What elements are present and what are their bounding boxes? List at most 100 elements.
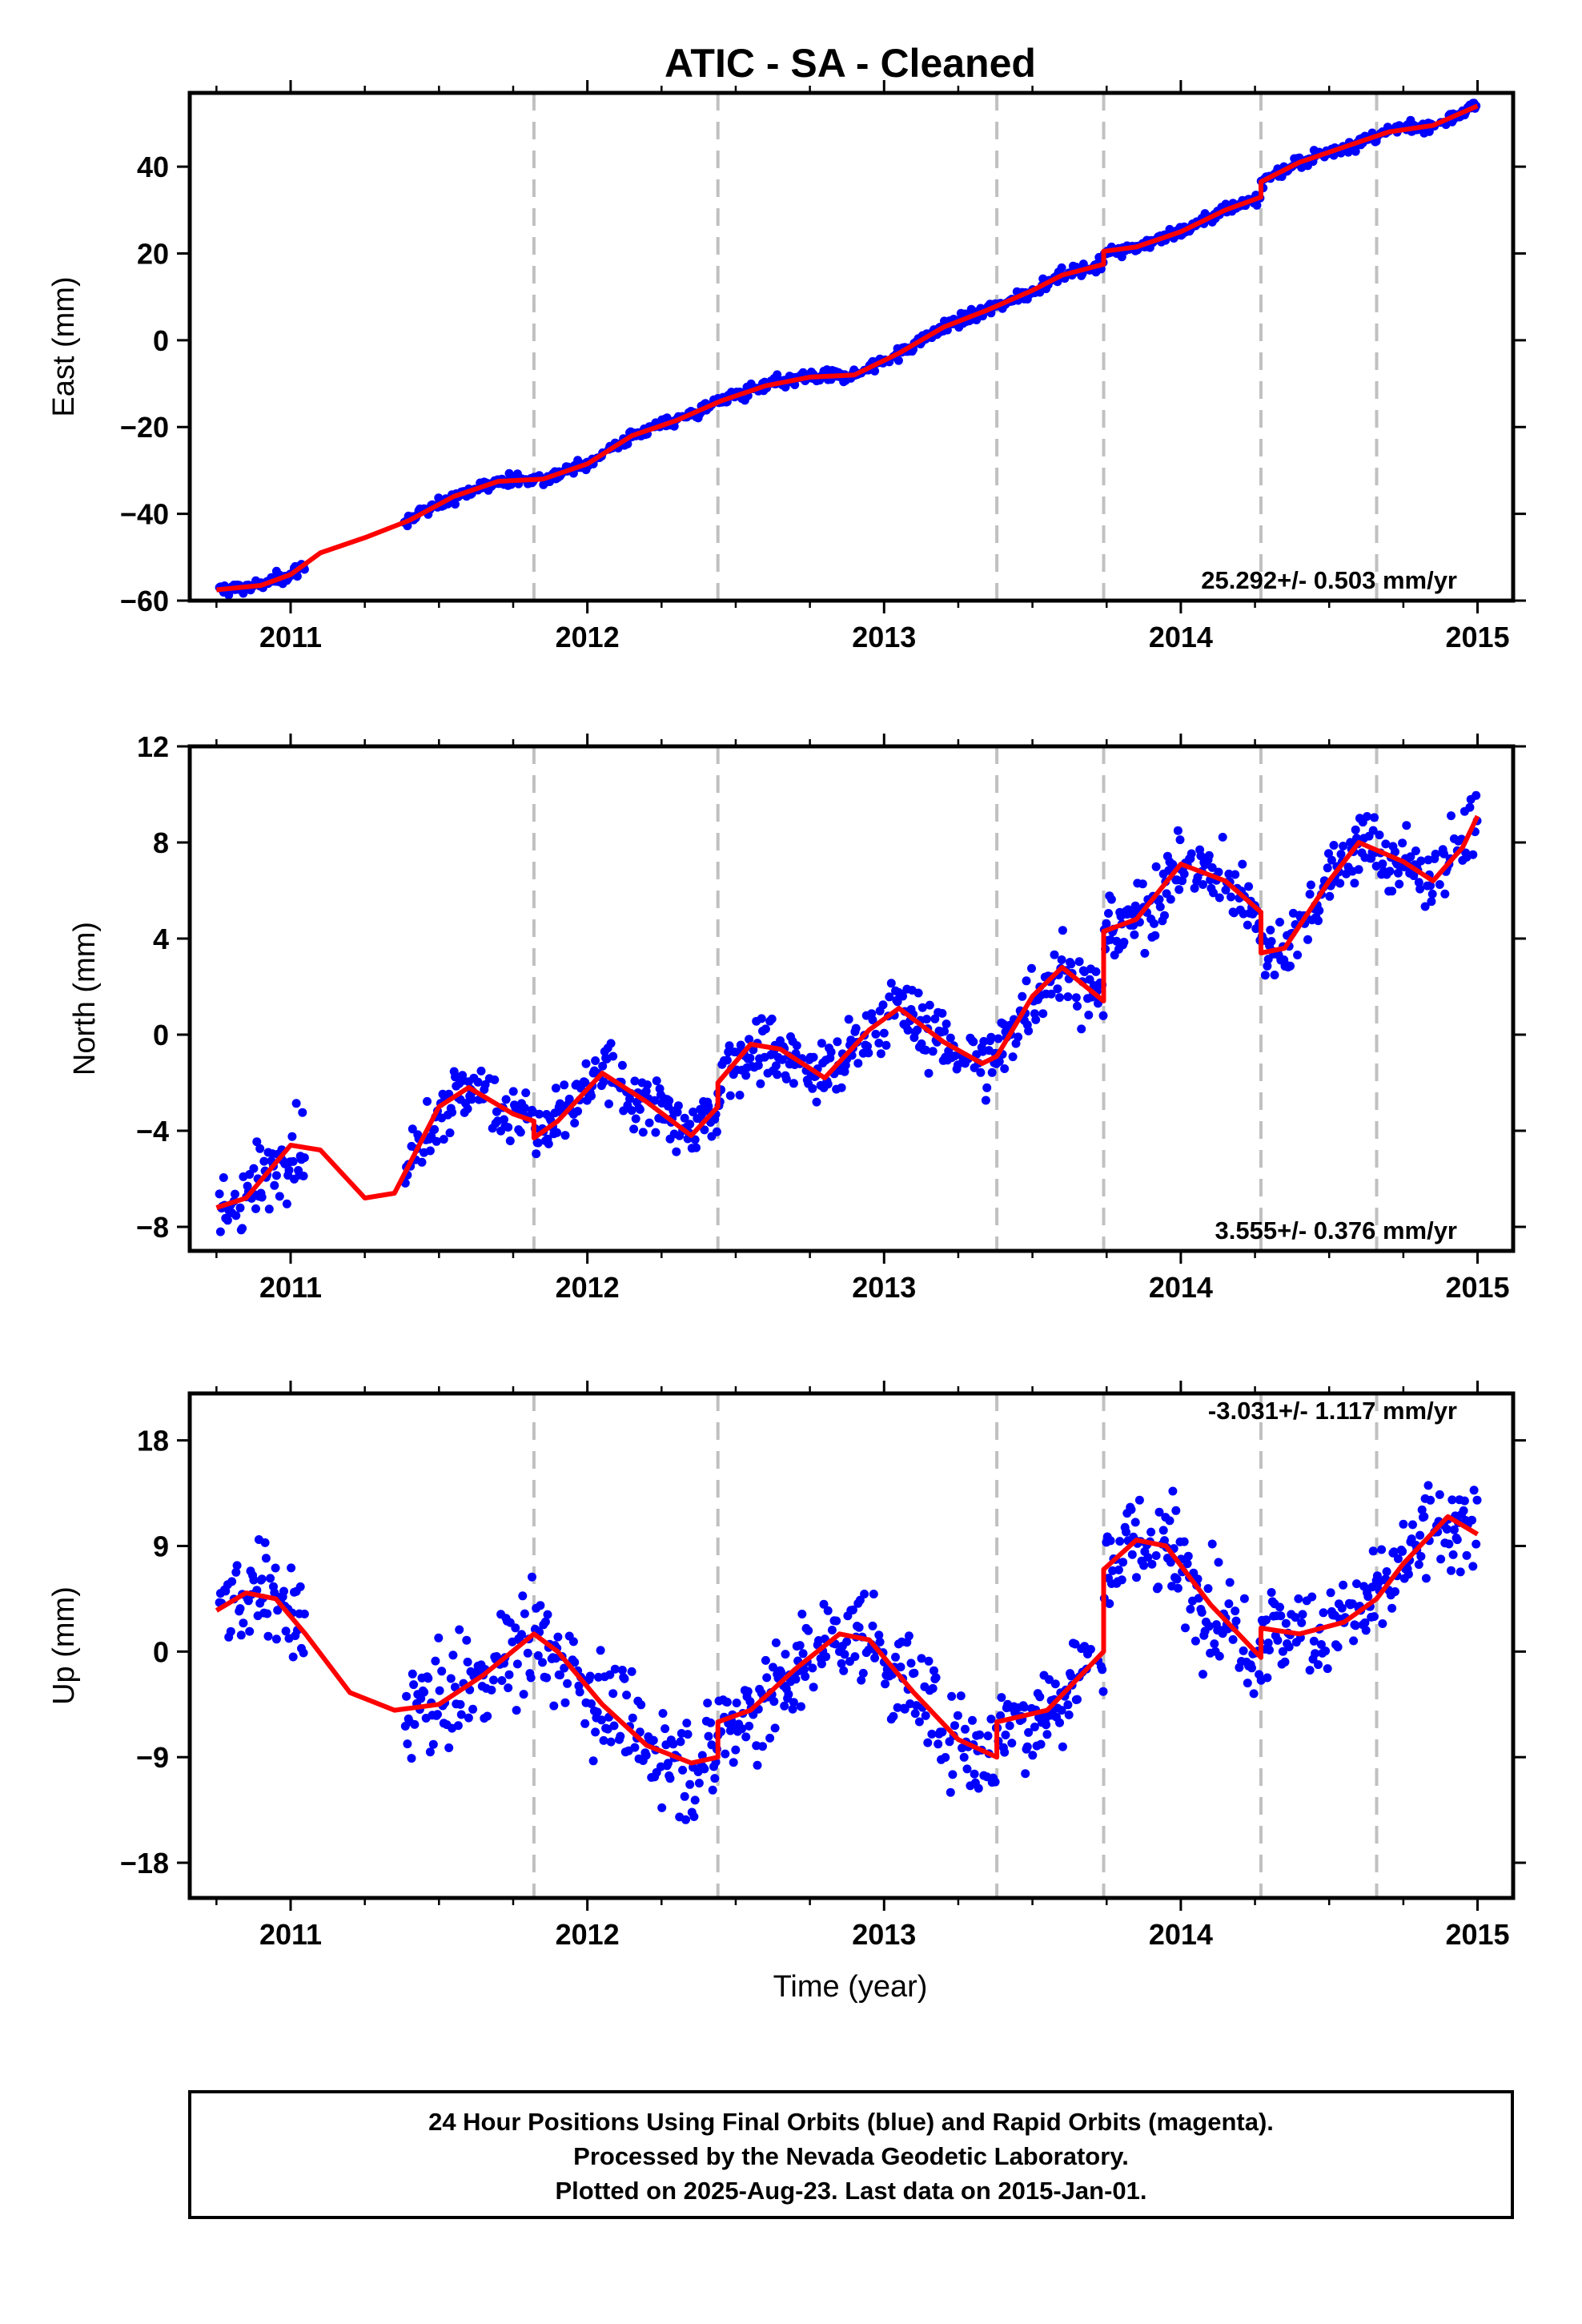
data-point [1372,1571,1382,1581]
data-point [1385,866,1395,876]
data-point [1468,1562,1478,1571]
data-point [1086,1645,1095,1654]
data-point [1146,1527,1156,1537]
data-point [264,1204,274,1214]
data-point [410,1719,420,1729]
data-point [1368,1546,1378,1556]
data-point [249,1575,259,1585]
data-point [1427,889,1437,899]
data-point [927,1729,937,1739]
data-point [869,1590,878,1598]
data-point [1336,850,1346,859]
y-tick-label: 0 [153,1019,169,1051]
data-point [1472,1495,1482,1505]
y-tick-label: 40 [137,151,169,183]
data-point [1421,1574,1431,1583]
data-point [420,1687,429,1697]
data-point [1427,897,1436,907]
data-point [665,1774,675,1783]
data-point [1360,1618,1370,1627]
y-tick-label: 18 [137,1425,169,1458]
data-point [1265,1645,1274,1655]
data-point [520,1104,529,1113]
data-point [504,1123,513,1132]
data-point [749,1045,758,1055]
data-point [592,1707,602,1717]
plot-area [190,93,1513,601]
data-point [924,1656,934,1666]
data-point [804,1626,813,1635]
data-point [874,1039,884,1047]
data-point [1346,838,1355,847]
data-point [453,1721,463,1731]
data-point [428,1739,438,1749]
data-point [767,1014,777,1023]
data-point [931,1673,941,1683]
data-point [1431,850,1440,858]
data-point [1130,1518,1140,1527]
data-point [271,1634,281,1644]
data-point [797,1702,805,1711]
data-point [1247,1663,1256,1673]
data-point [1221,885,1231,895]
data-point [298,1108,307,1117]
data-point [462,1635,472,1645]
data-point [1171,1506,1181,1515]
data-point [1333,1642,1343,1652]
data-point [1378,859,1387,869]
data-point [1349,1636,1359,1646]
data-point [737,1724,747,1734]
data-point [1140,948,1150,958]
data-point [424,1674,433,1683]
data-point [1267,937,1276,946]
data-point [279,1586,288,1596]
data-point [641,1751,651,1760]
data-point [673,1108,682,1117]
data-point [1022,976,1031,986]
data-point [606,1039,616,1048]
data-point [1243,920,1252,930]
data-point [809,1052,818,1062]
data-point [1447,811,1456,821]
data-point [1298,1610,1307,1619]
data-point [1178,876,1187,886]
data-point [261,1554,271,1563]
x-tick-label: 2012 [556,621,620,653]
data-point [560,1080,569,1090]
data-point [1275,1602,1284,1612]
data-point [489,1675,498,1685]
data-point [573,1107,583,1116]
data-point [215,1227,225,1236]
data-point [245,1626,255,1636]
data-point [1209,888,1218,898]
data-point [644,1118,654,1128]
data-point [1472,790,1481,800]
data-point [425,1747,435,1757]
y-tick-label: −18 [120,1847,169,1880]
x-tick-label: 2015 [1445,1271,1509,1304]
data-point [1158,1526,1168,1535]
data-point [863,1042,872,1051]
data-point [257,1574,267,1584]
data-point [860,1590,869,1598]
data-point [745,1035,754,1044]
data-point [1347,1599,1357,1609]
data-point [946,1033,955,1043]
data-point [1398,1546,1407,1556]
data-point [1134,1495,1144,1505]
data-point [538,1658,547,1667]
data-point [909,1668,919,1678]
data-point [1196,851,1206,861]
data-point [556,1671,564,1680]
data-point [938,1008,947,1018]
data-point [975,1730,985,1739]
data-point [235,1604,245,1614]
data-point [1315,906,1324,915]
data-point [1363,1592,1373,1602]
data-point [508,1087,518,1096]
data-point [697,1108,707,1118]
data-point [928,1683,938,1693]
data-point [560,1131,570,1140]
data-point [1191,1636,1200,1646]
data-point [544,1139,553,1148]
